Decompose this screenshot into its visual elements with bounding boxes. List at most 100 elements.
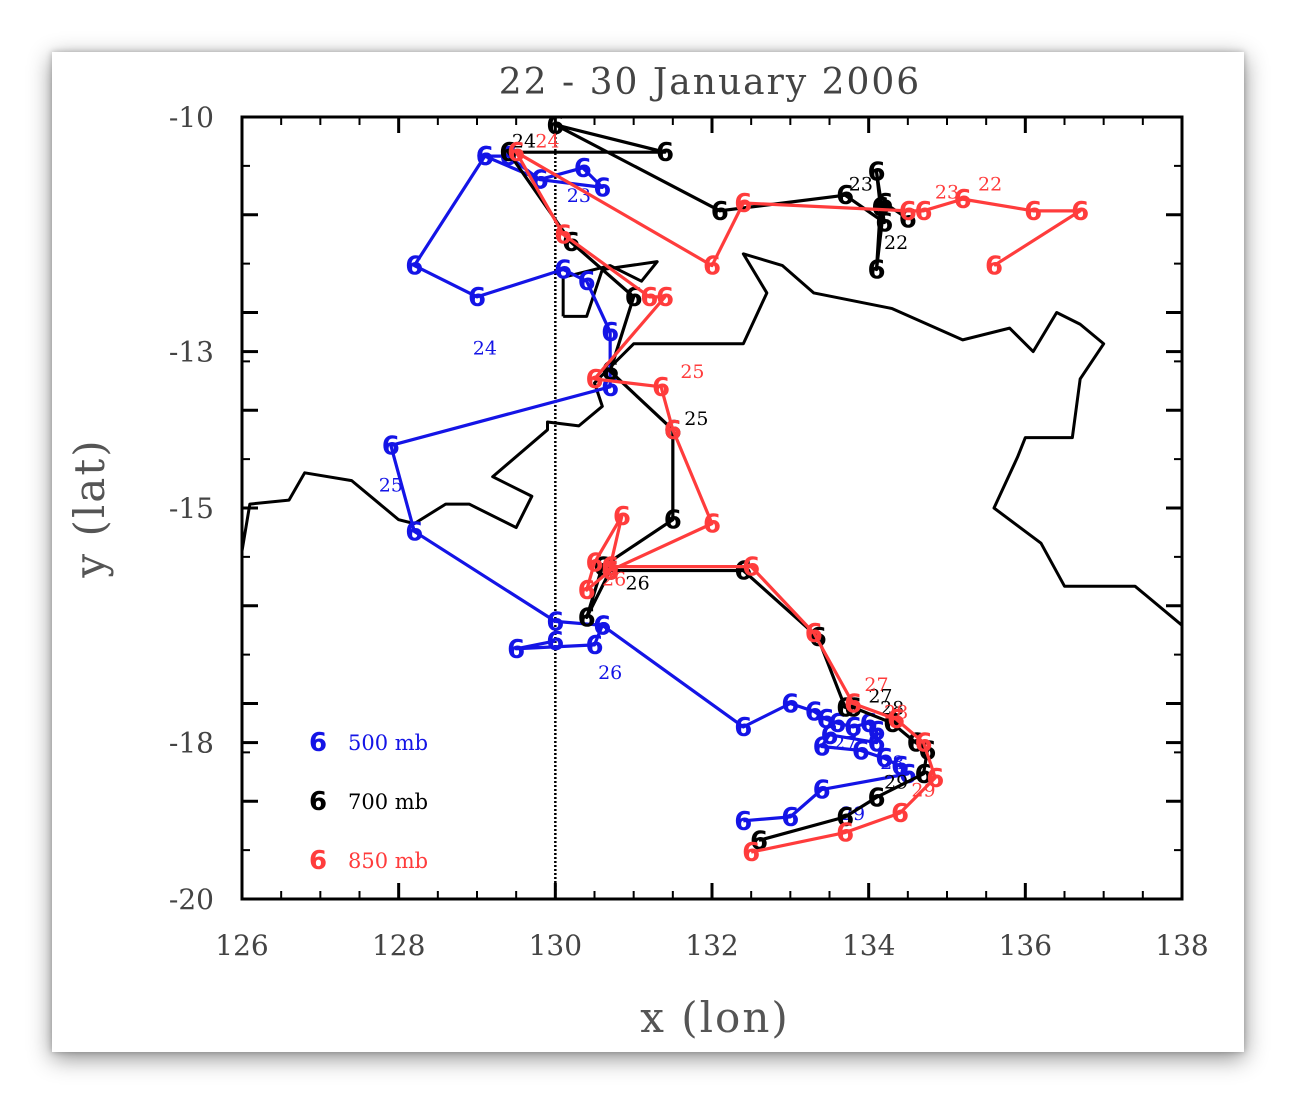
x-tick-label: 126	[215, 929, 268, 962]
track-marker: 6	[640, 283, 658, 313]
track-marker: 6	[871, 193, 889, 223]
track-marker: 6	[734, 557, 752, 587]
x-tick-label: 132	[685, 929, 738, 962]
track-marker: 6	[468, 283, 486, 313]
y-tick-label: -15	[169, 492, 214, 525]
track-marker: 6	[1071, 197, 1089, 227]
legend-item-700-mb: 6 700 mb	[309, 787, 428, 817]
y-tick-label: -13	[169, 336, 214, 369]
track-marker: 6	[844, 693, 862, 723]
track-marker: 6	[601, 557, 619, 587]
x-tick-label: 134	[842, 929, 895, 962]
axis-ticks: 126 128 130 132 134 136 138 -10 -13 -15 -18 -20	[169, 101, 1209, 962]
day-label: 24	[473, 338, 497, 360]
legend-marker: 6	[309, 846, 327, 876]
track-marker: 6	[656, 138, 674, 168]
track-marker: 6	[405, 252, 423, 282]
track-marker: 6	[476, 142, 494, 172]
day-label: 29	[911, 780, 935, 802]
track-marker: 6	[546, 627, 564, 657]
y-tick-label: -10	[169, 101, 214, 134]
day-label: 28	[880, 752, 904, 774]
track-marker: 6	[585, 549, 603, 579]
track-marker: 6	[844, 690, 862, 720]
x-axis-title: x (lon)	[640, 993, 790, 1042]
track-marker: 6	[405, 517, 423, 547]
y-axis-title: y (lat)	[65, 438, 114, 578]
chart-title: 22 - 30 January 2006	[499, 62, 921, 103]
day-label: 22	[884, 232, 908, 254]
track-marker: 6	[585, 365, 603, 395]
y-tick-label: -20	[169, 883, 214, 916]
track-marker: 6	[585, 631, 603, 661]
track-marker: 6	[601, 318, 619, 348]
track-marker: 6	[805, 697, 823, 727]
track-marker: 6	[382, 431, 400, 461]
track-marker: 6	[703, 510, 721, 540]
track-marker: 6	[867, 717, 885, 747]
coastline-segment-1	[242, 252, 1182, 627]
day-label: 29	[884, 772, 908, 794]
day-label: 25	[680, 361, 704, 383]
legend-label: 850 mb	[348, 849, 428, 873]
day-label: 27	[864, 674, 888, 696]
track-marker: 6	[499, 142, 517, 172]
day-label: 22	[978, 173, 1002, 195]
track-marker: 6	[742, 553, 760, 583]
track-marker: 6	[593, 173, 611, 203]
track-marker: 6	[985, 252, 1003, 282]
track-marker: 6	[852, 736, 870, 766]
track-marker: 6	[507, 635, 525, 665]
track-marker: 6	[828, 709, 846, 739]
track-marker: 6	[664, 416, 682, 446]
day-label: 27	[833, 733, 857, 755]
day-label: 26	[625, 572, 649, 594]
track-marker: 6	[954, 185, 972, 215]
track-marker: 6	[554, 220, 572, 250]
track-marker: 6	[703, 252, 721, 282]
day-label: 26	[602, 568, 626, 590]
track-marker: 6	[907, 729, 925, 759]
track-marker: 6	[914, 729, 932, 759]
coastline-segment-2	[561, 260, 659, 318]
track-marker: 6	[914, 197, 932, 227]
track-marker: 6	[844, 713, 862, 743]
track-marker: 6	[867, 729, 885, 759]
track-marker: 6	[875, 744, 893, 774]
track-marker: 6	[499, 138, 517, 168]
series-line	[506, 123, 930, 842]
x-tick-label: 136	[999, 929, 1052, 962]
track-marker: 6	[813, 733, 831, 763]
track-marker: 6	[867, 255, 885, 285]
track-marker: 6	[652, 373, 670, 403]
track-marker: 6	[734, 713, 752, 743]
day-label: 27	[868, 686, 892, 708]
track-marker: 6	[891, 799, 909, 829]
track-marker: 6	[926, 764, 944, 794]
day-label: 25	[379, 475, 403, 497]
legend-marker: 6	[309, 787, 327, 817]
track-marker: 6	[546, 607, 564, 637]
day-label: 24	[512, 130, 536, 152]
series-line	[514, 623, 910, 823]
coastline	[242, 252, 1182, 627]
track-marker: 6	[867, 158, 885, 188]
day-label: 23	[849, 173, 873, 195]
track-marker: 6	[836, 819, 854, 849]
legend: 6 500 mb 6 700 mb 6 850 mb	[309, 728, 428, 876]
track-marker: 6	[476, 142, 494, 172]
track-marker: 6	[711, 197, 729, 227]
day-label: 28	[884, 701, 908, 723]
legend-label: 700 mb	[348, 790, 428, 814]
track-marker: 6	[578, 603, 596, 633]
track-marker: 6	[887, 705, 905, 735]
track-marker: 6	[574, 154, 592, 184]
track-marker: 6	[734, 807, 752, 837]
day-label: 24	[535, 130, 559, 152]
day-label: 25	[684, 408, 708, 430]
track-marker: 6	[817, 705, 835, 735]
